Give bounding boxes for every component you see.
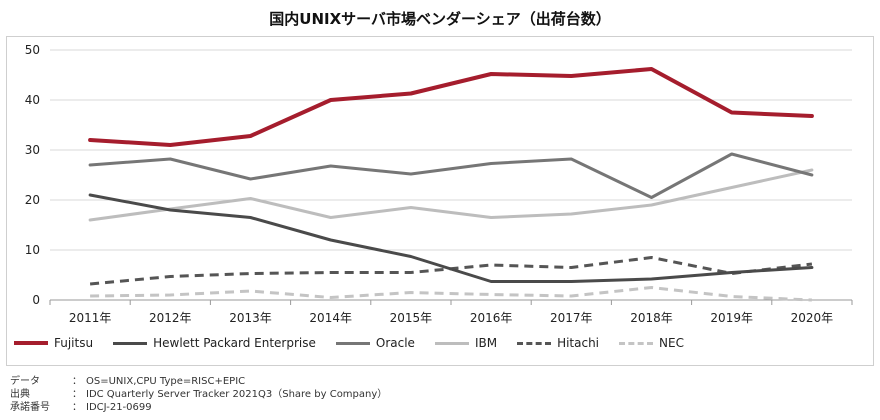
x-tick-label: 2013年 [229,311,272,325]
legend-item-fujitsu: Fujitsu [14,336,93,350]
legend-item-hitachi: Hitachi [517,336,599,350]
legend-item-ibm: IBM [434,336,498,350]
legend-item-hpe: Hewlett Packard Enterprise [113,336,316,350]
note-value: OS=UNIX,CPU Type=RISC+EPIC [86,376,246,387]
legend-item-oracle: Oracle [335,336,415,350]
note-value: IDC Quarterly Server Tracker 2021Q3（Shar… [86,389,388,400]
series-line-ibm [88,168,814,222]
legend-swatch-fujitsu [14,341,48,345]
note-row-data: データ ： OS=UNIX,CPU Type=RISC+EPIC [10,375,387,388]
note-value: IDCJ-21-0699 [86,402,152,413]
note-key: 出典 [10,389,30,400]
series-line-hitachi [89,256,813,286]
series-line-hewlett-packard-enterprise [88,193,814,283]
x-tick-label: 2020年 [791,311,834,325]
legend-label-fujitsu: Fujitsu [54,336,94,350]
y-tick-label: 10 [25,243,40,257]
y-tick-label: 0 [32,293,40,307]
legend-item-nec: NEC [619,336,684,350]
x-tick-label: 2017年 [550,311,593,325]
x-tick-label: 2011年 [69,311,112,325]
legend-swatch-oracle [335,341,370,345]
note-colon: ： [72,389,82,400]
legend: Fujitsu Hewlett Packard Enterprise Oracl… [14,336,704,350]
y-tick-label: 40 [25,93,40,107]
note-key: 承諾番号 [10,402,50,413]
y-tick-label: 50 [25,43,40,57]
note-row-source: 出典 ： IDC Quarterly Server Tracker 2021Q3… [10,388,387,401]
x-tick-label: 2015年 [390,311,433,325]
legend-swatch-hpe [113,341,148,345]
legend-swatch-hitachi [517,341,552,345]
legend-swatch-nec [619,341,654,345]
y-tick-label: 20 [25,193,40,207]
x-tick-label: 2014年 [309,311,352,325]
legend-label-hpe: Hewlett Packard Enterprise [153,336,316,350]
series-line-oracle [88,152,814,199]
series-line-nec [90,286,812,302]
series-line-fujitsu [88,67,814,147]
x-tick-label: 2016年 [470,311,513,325]
note-row-approval: 承諾番号 ： IDCJ-21-0699 [10,401,387,414]
legend-label-ibm: IBM [474,336,498,350]
legend-swatch-ibm [434,341,469,345]
note-colon: ： [72,402,82,413]
x-tick-label: 2018年 [630,311,673,325]
legend-label-nec: NEC [659,336,684,350]
x-tick-label: 2012年 [149,311,192,325]
note-key: データ [10,376,40,387]
x-tick-label: 2019年 [710,311,753,325]
chart-title: 国内UNIXサーバ市場ベンダーシェア（出荷台数） [269,10,611,28]
source-notes: データ ： OS=UNIX,CPU Type=RISC+EPIC 出典 ： ID… [10,375,387,414]
legend-label-oracle: Oracle [375,336,415,350]
legend-label-hitachi: Hitachi [557,336,600,350]
chart-frame [6,36,874,366]
note-colon: ： [72,376,82,387]
y-tick-label: 30 [25,143,40,157]
